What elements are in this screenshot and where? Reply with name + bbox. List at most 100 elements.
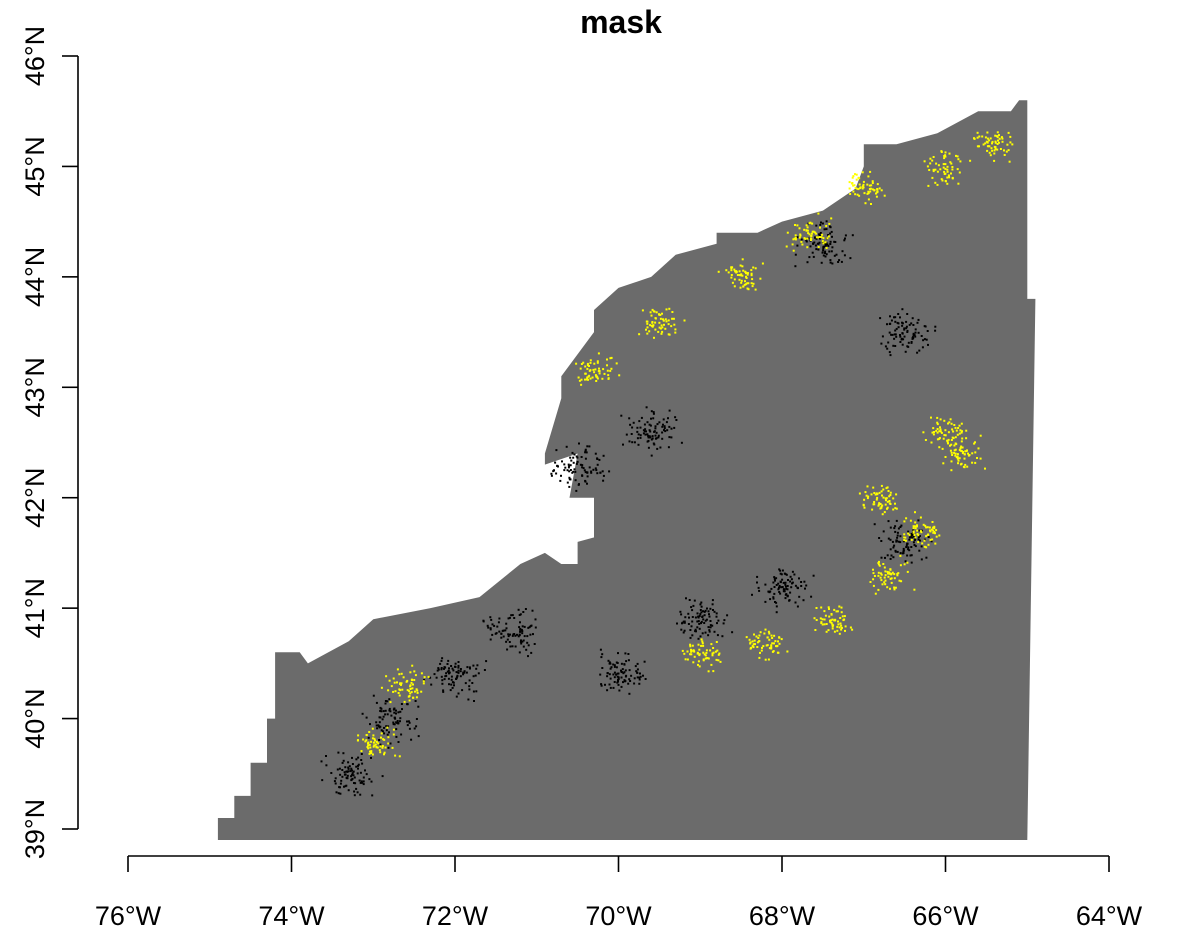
- absence-point: [773, 586, 776, 588]
- presence-point: [932, 529, 935, 532]
- presence-point: [869, 581, 872, 583]
- presence-point: [934, 168, 937, 171]
- absence-point: [844, 234, 847, 237]
- presence-point: [924, 439, 927, 441]
- presence-point: [887, 490, 890, 492]
- presence-point: [954, 448, 957, 451]
- absence-point: [339, 782, 342, 785]
- absence-point: [888, 331, 891, 334]
- presence-point: [859, 186, 862, 189]
- absence-point: [899, 335, 902, 338]
- presence-point: [936, 423, 939, 426]
- absence-point: [510, 614, 513, 617]
- absence-point: [893, 333, 896, 336]
- presence-point: [998, 134, 1000, 137]
- presence-point: [780, 638, 783, 641]
- absence-point: [778, 591, 781, 593]
- presence-point: [761, 262, 764, 265]
- presence-point: [876, 496, 879, 499]
- presence-point: [1007, 131, 1010, 134]
- presence-point: [912, 530, 915, 533]
- absence-point: [453, 684, 455, 687]
- presence-point: [738, 274, 741, 276]
- presence-point: [771, 637, 774, 639]
- presence-point: [673, 323, 676, 326]
- absence-point: [520, 639, 522, 642]
- absence-point: [375, 724, 378, 727]
- absence-point: [920, 545, 923, 548]
- absence-point: [498, 630, 501, 633]
- absence-point: [717, 619, 720, 622]
- absence-point: [625, 433, 628, 436]
- absence-point: [637, 443, 640, 446]
- presence-point: [886, 570, 889, 573]
- absence-point: [533, 643, 536, 645]
- presence-point: [944, 163, 947, 166]
- presence-point: [1003, 149, 1005, 152]
- absence-point: [623, 663, 626, 666]
- presence-point: [841, 626, 843, 629]
- absence-point: [820, 221, 822, 224]
- absence-point: [429, 676, 432, 679]
- absence-point: [911, 536, 914, 539]
- absence-point: [443, 667, 445, 670]
- presence-point: [700, 638, 703, 641]
- presence-point: [881, 494, 883, 497]
- absence-point: [889, 557, 892, 560]
- presence-point: [879, 503, 882, 505]
- presence-point: [878, 491, 881, 494]
- presence-point: [886, 500, 889, 503]
- presence-point: [814, 231, 817, 234]
- presence-point: [948, 152, 951, 155]
- absence-point: [342, 752, 345, 755]
- absence-point: [357, 763, 360, 766]
- absence-point: [831, 235, 833, 238]
- presence-point: [876, 190, 879, 193]
- absence-point: [370, 780, 373, 783]
- absence-point: [636, 668, 639, 671]
- presence-point: [956, 455, 959, 458]
- absence-point: [352, 774, 355, 777]
- presence-point: [674, 331, 677, 334]
- absence-point: [602, 479, 605, 482]
- absence-point: [523, 635, 526, 638]
- absence-point: [906, 331, 909, 333]
- absence-point: [793, 573, 796, 576]
- presence-point: [894, 502, 896, 505]
- absence-point: [789, 580, 792, 583]
- presence-point: [794, 238, 797, 241]
- absence-point: [360, 753, 363, 755]
- presence-point: [836, 625, 839, 628]
- presence-point: [667, 319, 670, 322]
- absence-point: [834, 241, 837, 243]
- absence-point: [782, 588, 785, 591]
- presence-point: [753, 633, 755, 636]
- presence-point: [764, 628, 767, 631]
- absence-point: [638, 678, 641, 681]
- absence-point: [352, 770, 355, 773]
- presence-point: [821, 240, 824, 243]
- absence-point: [451, 667, 454, 670]
- presence-point: [977, 447, 980, 450]
- presence-point: [954, 426, 957, 429]
- presence-point: [715, 658, 718, 661]
- presence-point: [930, 441, 933, 444]
- absence-point: [343, 771, 346, 774]
- presence-point: [828, 615, 831, 618]
- absence-point: [775, 601, 778, 604]
- presence-point: [382, 738, 385, 741]
- absence-point: [673, 426, 676, 429]
- absence-points: [320, 220, 937, 797]
- absence-point: [814, 236, 816, 239]
- absence-point: [805, 240, 808, 243]
- absence-point: [406, 724, 409, 727]
- presence-point: [943, 155, 946, 157]
- presence-point: [773, 642, 775, 645]
- presence-point: [892, 497, 895, 500]
- absence-point: [606, 689, 609, 692]
- absence-point: [509, 633, 511, 636]
- absence-point: [901, 552, 904, 555]
- absence-point: [930, 540, 933, 543]
- absence-point: [829, 225, 831, 228]
- absence-point: [351, 763, 354, 765]
